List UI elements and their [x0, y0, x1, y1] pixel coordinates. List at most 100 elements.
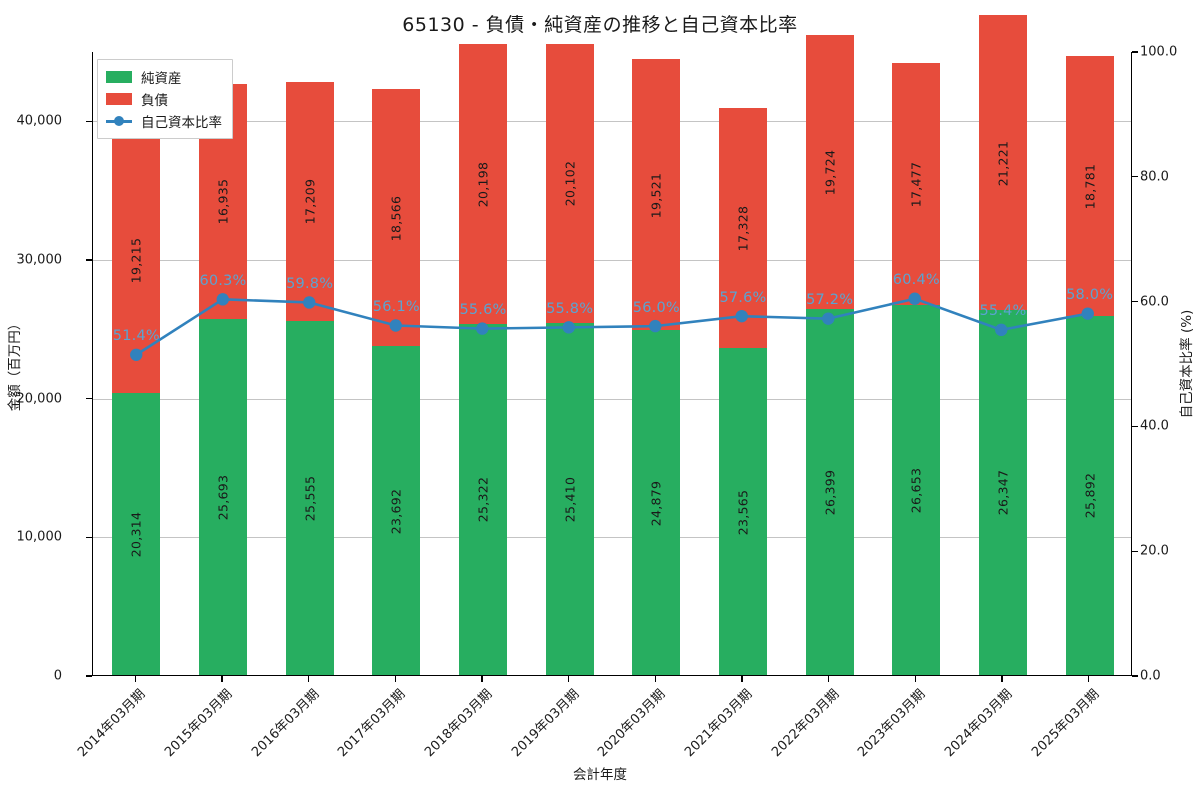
- bar-equity[interactable]: [805, 308, 854, 675]
- y-tick-label-right: 60.0: [1140, 294, 1169, 310]
- y-tick-mark-right: [1132, 425, 1138, 428]
- y-tick-label-right: 100.0: [1140, 44, 1178, 60]
- bar-equity[interactable]: [199, 318, 247, 675]
- x-tick-mark: [308, 676, 310, 682]
- bar-equity[interactable]: [372, 346, 421, 675]
- y-axis-label-left: 金額（百万円）: [7, 316, 23, 412]
- bar-group[interactable]: 24,879 19,521: [632, 51, 681, 675]
- ratio-data-point[interactable]: [735, 309, 748, 323]
- bar-liability[interactable]: [892, 63, 941, 306]
- legend-item-label: 自己資本比率: [141, 115, 222, 131]
- bar-equity[interactable]: [545, 322, 594, 675]
- bar-liability[interactable]: [632, 59, 681, 331]
- bar-liability[interactable]: [1065, 55, 1114, 316]
- y-tick-mark-left: [86, 259, 92, 261]
- y-tick-mark-right: [1132, 550, 1138, 552]
- x-tick-mark: [134, 676, 136, 682]
- y-tick-label-right: 20.0: [1140, 543, 1169, 559]
- bar-equity[interactable]: [892, 305, 941, 675]
- x-tick-label: 2014年03月期: [75, 686, 149, 761]
- ratio-value-label: 55.8%: [546, 300, 594, 317]
- bar-equity[interactable]: [719, 348, 767, 675]
- bar-liability[interactable]: [805, 35, 854, 309]
- gridline: [93, 537, 1131, 539]
- ratio-value-label: 58.0%: [1066, 287, 1114, 304]
- gridline: [93, 121, 1131, 123]
- bar-equity[interactable]: [459, 323, 507, 675]
- bar-group[interactable]: 25,410 20,102: [545, 43, 594, 675]
- ratio-data-point[interactable]: [130, 348, 143, 361]
- ratio-value-label: 60.4%: [892, 272, 940, 289]
- ratio-data-point[interactable]: [822, 312, 835, 325]
- ratio-value-label: 51.4%: [112, 328, 160, 345]
- x-tick-mark: [394, 676, 396, 682]
- bar-liability[interactable]: [285, 82, 334, 321]
- ratio-line-path: [134, 297, 1090, 357]
- bar-group[interactable]: 26,653 17,477: [892, 51, 941, 675]
- bar-group[interactable]: 26,399 19,724: [805, 35, 854, 675]
- bar-equity[interactable]: [112, 393, 161, 675]
- x-tick-label: 2017年03月期: [335, 686, 409, 761]
- y-axis-label-right: 自己資本比率 (%): [1179, 309, 1195, 419]
- y-tick-label-left: 10,000: [16, 529, 63, 545]
- bar-equity[interactable]: [1065, 315, 1114, 675]
- bar-group[interactable]: 23,565 17,328: [719, 51, 767, 675]
- y-tick-label-right: 0.0: [1140, 668, 1161, 684]
- y-tick-label-left: 20,000: [16, 391, 63, 407]
- bar-liability[interactable]: [719, 107, 767, 349]
- ratio-line-series: [130, 292, 1094, 361]
- x-tick-mark: [828, 676, 830, 682]
- y-tick-label-left: 0: [53, 668, 62, 684]
- ratio-data-point[interactable]: [995, 323, 1008, 337]
- bar-equity[interactable]: [979, 309, 1027, 675]
- ratio-data-point[interactable]: [476, 322, 489, 335]
- ratio-value-label: 55.4%: [979, 303, 1027, 320]
- ratio-data-point[interactable]: [216, 293, 229, 306]
- legend-swatch-icon: [106, 71, 132, 83]
- ratio-value-label: 55.6%: [459, 302, 507, 319]
- bar-group[interactable]: 23,692 18,566: [372, 51, 421, 675]
- ratio-value-label: 60.3%: [199, 272, 247, 289]
- bar-liability[interactable]: [979, 15, 1027, 310]
- bar-group[interactable]: 25,555 17,209: [285, 51, 334, 675]
- ratio-value-label: 57.2%: [806, 292, 854, 309]
- ratio-data-point[interactable]: [649, 319, 662, 333]
- x-tick-label: 2018年03月期: [422, 686, 496, 761]
- y-tick-mark-left: [86, 398, 92, 400]
- y-tick-mark-right: [1132, 51, 1138, 53]
- x-tick-mark: [481, 676, 483, 682]
- gridline: [93, 398, 1131, 400]
- bar-equity[interactable]: [285, 320, 334, 675]
- y-tick-label-left: 40,000: [16, 113, 63, 129]
- ratio-data-point[interactable]: [562, 321, 575, 334]
- x-tick-label: 2022年03月期: [768, 686, 843, 761]
- bar-group[interactable]: 26,347 21,221: [979, 15, 1027, 675]
- ratio-data-point[interactable]: [908, 292, 921, 305]
- legend-item-label: 負債: [141, 93, 168, 109]
- x-tick-mark: [1088, 676, 1090, 682]
- legend-item[interactable]: 純資産: [106, 66, 222, 88]
- x-tick-label: 2023年03月期: [855, 686, 929, 761]
- bar-equity[interactable]: [632, 330, 681, 675]
- ratio-data-point[interactable]: [303, 296, 316, 309]
- bar-liability[interactable]: [545, 43, 594, 323]
- bar-group[interactable]: 25,892 18,781: [1065, 51, 1114, 675]
- legend-item[interactable]: 自己資本比率: [106, 110, 222, 132]
- ratio-data-point[interactable]: [389, 319, 402, 332]
- x-tick-label: 2021年03月期: [682, 686, 756, 761]
- legend: 純資産負債自己資本比率: [97, 59, 233, 139]
- bar-group[interactable]: 25,322 20,198: [459, 43, 507, 675]
- ratio-data-point[interactable]: [1081, 307, 1094, 320]
- bar-liability[interactable]: [372, 89, 421, 347]
- x-tick-mark: [1001, 676, 1003, 682]
- y-tick-mark-left: [86, 536, 92, 538]
- legend-item[interactable]: 負債: [106, 88, 222, 110]
- y-tick-mark-left: [86, 120, 92, 122]
- x-axis-label: 会計年度: [573, 767, 627, 783]
- x-tick-mark: [914, 676, 916, 682]
- bar-liability[interactable]: [459, 43, 507, 324]
- x-tick-label: 2016年03月期: [248, 686, 323, 761]
- x-tick-mark: [654, 676, 656, 682]
- gridline: [93, 260, 1131, 261]
